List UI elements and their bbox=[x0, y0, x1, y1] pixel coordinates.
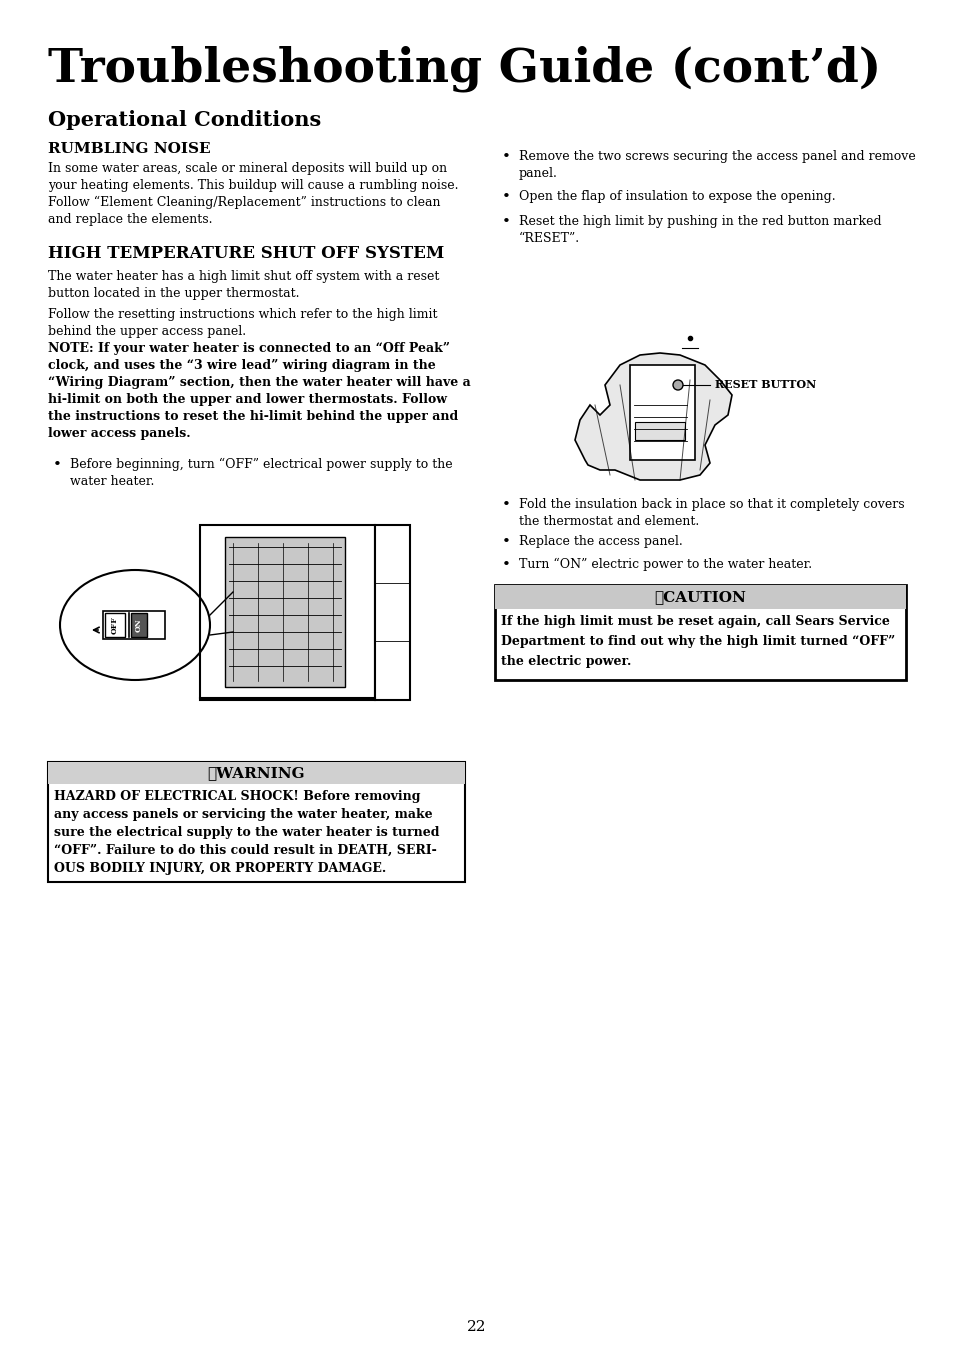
Text: “OFF”. Failure to do this could result in DEATH, SERI-: “OFF”. Failure to do this could result i… bbox=[54, 844, 436, 857]
Text: Troubleshooting Guide (cont’d): Troubleshooting Guide (cont’d) bbox=[48, 45, 881, 92]
Text: •: • bbox=[53, 458, 62, 472]
Bar bbox=[103, 612, 165, 639]
Text: Before beginning, turn “OFF” electrical power supply to the
water heater.: Before beginning, turn “OFF” electrical … bbox=[70, 458, 452, 489]
Bar bbox=[495, 585, 905, 680]
Text: •: • bbox=[501, 535, 511, 549]
Text: In some water areas, scale or mineral deposits will build up on
your heating ele: In some water areas, scale or mineral de… bbox=[48, 162, 458, 227]
Text: RESET BUTTON: RESET BUTTON bbox=[714, 379, 816, 390]
Text: ⚠WARNING: ⚠WARNING bbox=[207, 765, 305, 780]
Text: ON: ON bbox=[135, 618, 143, 632]
Bar bbox=[225, 537, 345, 687]
Text: Department to find out why the high limit turned “OFF”: Department to find out why the high limi… bbox=[500, 634, 894, 648]
Text: OFF: OFF bbox=[111, 616, 119, 634]
Bar bbox=[629, 364, 695, 460]
Text: •: • bbox=[501, 190, 511, 204]
Bar bbox=[635, 423, 684, 440]
Text: The water heater has a high limit shut off system with a reset
button located in: The water heater has a high limit shut o… bbox=[48, 270, 439, 300]
Text: any access panels or servicing the water heater, make: any access panels or servicing the water… bbox=[54, 809, 432, 821]
Text: HAZARD OF ELECTRICAL SHOCK! Before removing: HAZARD OF ELECTRICAL SHOCK! Before remov… bbox=[54, 790, 420, 803]
Text: sure the electrical supply to the water heater is turned: sure the electrical supply to the water … bbox=[54, 826, 439, 838]
Text: RUMBLING NOISE: RUMBLING NOISE bbox=[48, 142, 211, 157]
Polygon shape bbox=[375, 525, 410, 701]
Polygon shape bbox=[575, 352, 731, 481]
Text: Reset the high limit by pushing in the red button marked
“RESET”.: Reset the high limit by pushing in the r… bbox=[518, 215, 881, 244]
Text: the electric power.: the electric power. bbox=[500, 655, 631, 668]
Text: Follow the resetting instructions which refer to the high limit
behind the upper: Follow the resetting instructions which … bbox=[48, 308, 437, 338]
Text: NOTE: If your water heater is connected to an “Off Peak”
clock, and uses the “3 : NOTE: If your water heater is connected … bbox=[48, 342, 470, 440]
Text: •: • bbox=[501, 215, 511, 230]
Text: HIGH TEMPERATURE SHUT OFF SYSTEM: HIGH TEMPERATURE SHUT OFF SYSTEM bbox=[48, 244, 444, 262]
Text: •: • bbox=[501, 498, 511, 512]
Text: Operational Conditions: Operational Conditions bbox=[48, 109, 321, 130]
Text: Remove the two screws securing the access panel and remove
panel.: Remove the two screws securing the acces… bbox=[518, 150, 915, 180]
Text: Turn “ON” electric power to the water heater.: Turn “ON” electric power to the water he… bbox=[518, 558, 811, 571]
Circle shape bbox=[672, 379, 682, 390]
Text: Replace the access panel.: Replace the access panel. bbox=[518, 535, 682, 548]
Text: If the high limit must be reset again, call Sears Service: If the high limit must be reset again, c… bbox=[500, 616, 889, 628]
Bar bbox=[200, 525, 375, 701]
Text: •: • bbox=[501, 150, 511, 163]
Text: Open the flap of insulation to expose the opening.: Open the flap of insulation to expose th… bbox=[518, 190, 835, 202]
Bar bbox=[105, 613, 125, 637]
Bar bbox=[131, 613, 147, 637]
Text: 22: 22 bbox=[467, 1320, 486, 1334]
Bar bbox=[48, 761, 464, 784]
Bar bbox=[48, 761, 464, 882]
Text: •: • bbox=[501, 558, 511, 572]
Bar bbox=[495, 585, 905, 609]
Text: OUS BODILY INJURY, OR PROPERTY DAMAGE.: OUS BODILY INJURY, OR PROPERTY DAMAGE. bbox=[54, 863, 386, 875]
Text: Fold the insulation back in place so that it completely covers
the thermostat an: Fold the insulation back in place so tha… bbox=[518, 498, 903, 528]
Text: ⚠CAUTION: ⚠CAUTION bbox=[654, 590, 745, 603]
